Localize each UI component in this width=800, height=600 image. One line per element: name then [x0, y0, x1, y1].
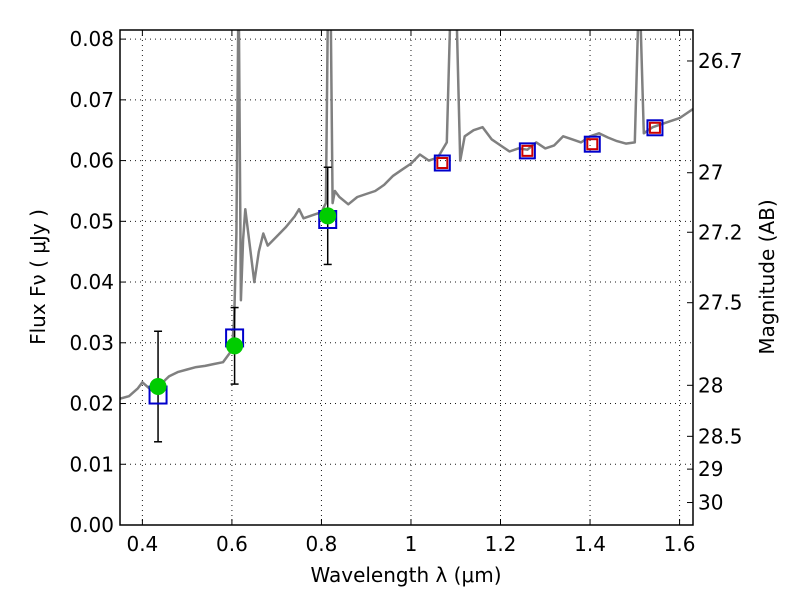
y-tick-label: 0.08 [69, 27, 114, 51]
y-tick-label: 0.06 [69, 149, 114, 173]
right-tick-label: 27.5 [698, 291, 743, 315]
model-photometry-square [433, 154, 451, 172]
y-tick-label: 0.07 [69, 88, 114, 112]
right-tick-label: 26.7 [698, 49, 743, 73]
x-tick-label: 1.2 [485, 532, 517, 556]
right-tick-label: 27 [698, 161, 723, 185]
model-photometry-square [518, 142, 536, 160]
y-axis-label-right: Magnitude (AB) [755, 199, 779, 354]
model-photometry-square [583, 135, 601, 153]
model-photometry-square-red [436, 157, 449, 170]
x-tick-label: 1 [405, 532, 418, 556]
right-tick-label: 29 [698, 457, 723, 481]
grid [120, 30, 693, 526]
axes: 0.4 0.6 0.8 1 1.2 1.4 1.6 0.00 0.01 0.02 0.03 0.04 0… [69, 27, 742, 556]
right-tick-label: 27.2 [698, 220, 743, 244]
x-tick-label: 0.8 [306, 532, 338, 556]
y-tick-label: 0.05 [69, 209, 114, 233]
y-tick-label: 0.02 [69, 392, 114, 416]
y-tick-label: 0.04 [69, 270, 114, 294]
photometry-markers [148, 119, 664, 443]
spectrum-line [120, 30, 693, 400]
x-tick-label: 1.4 [574, 532, 606, 556]
x-tick-label: 0.6 [216, 532, 248, 556]
model-photometry-square-red [648, 121, 661, 134]
model-photometry-square-red [521, 144, 534, 157]
x-tick-label: 0.4 [126, 532, 158, 556]
model-photometry-square-red [586, 138, 599, 151]
observed-point [226, 337, 244, 355]
model-photometry-square [646, 119, 664, 137]
y-tick-label: 0.01 [69, 452, 114, 476]
observed-point [149, 378, 167, 396]
plot-area [120, 30, 693, 400]
observed-point [319, 207, 337, 225]
y-tick-label: 0.03 [69, 331, 114, 355]
plot-frame [119, 29, 694, 526]
y-tick-label: 0.00 [69, 513, 114, 537]
right-tick-label: 28 [698, 373, 723, 397]
y-axis-label: Flux Fν ( μJy ) [26, 209, 50, 345]
right-tick-label: 28.5 [698, 424, 743, 448]
right-tick-label: 30 [698, 491, 723, 515]
x-axis-label: Wavelength λ (μm) [310, 563, 501, 587]
x-tick-label: 1.6 [664, 532, 696, 556]
